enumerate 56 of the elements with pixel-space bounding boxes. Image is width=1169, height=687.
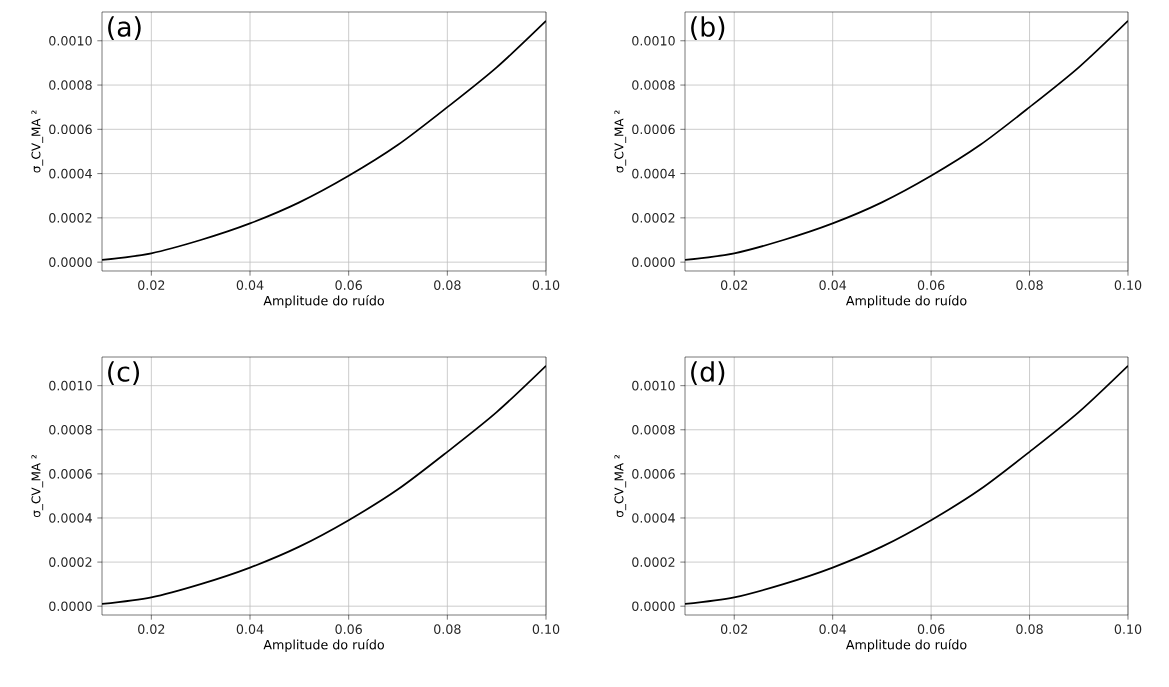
x-tick-label: 0.02	[720, 280, 748, 290]
y-tick-label: 0.0004	[632, 513, 675, 523]
y-tick-label: 0.0006	[49, 124, 92, 135]
annotation: (d)	[691, 361, 725, 385]
y-tick-label: 0.0000	[632, 601, 675, 611]
y-axis-title: σ_CV_MA ²	[31, 110, 44, 173]
x-tick-label: 0.08	[434, 280, 461, 290]
y-tick-label: 0.0008	[632, 80, 675, 90]
x-tick-label: 0.02	[138, 624, 165, 634]
annotation: (b)	[691, 16, 725, 40]
y-tick-label: 0.0010	[49, 35, 92, 46]
x-tick-label: 0.10	[532, 280, 560, 290]
y-tick-label: 0.0002	[49, 557, 92, 567]
y-tick-label: 0.0004	[632, 168, 675, 179]
x-tick-label: 0.08	[1016, 280, 1043, 290]
y-axis-title: σ_CV_MA ²	[31, 455, 44, 518]
annotation: (a)	[108, 16, 141, 40]
y-tick-label: 0.0000	[49, 257, 92, 267]
y-axis-title: σ_CV_MA ²	[614, 455, 627, 518]
x-tick-label: 0.06	[917, 280, 945, 290]
y-tick-label: 0.0002	[632, 557, 675, 567]
x-tick-label: 0.08	[434, 624, 461, 634]
x-tick-label: 0.10	[532, 624, 560, 634]
y-tick-label: 0.0006	[49, 469, 92, 479]
x-tick-label: 0.04	[236, 280, 264, 290]
y-tick-label: 0.0006	[632, 469, 675, 479]
x-axis-title: Amplitude do ruído	[845, 295, 967, 308]
y-tick-label: 0.0006	[632, 124, 675, 135]
x-tick-label: 0.04	[236, 624, 264, 634]
x-tick-label: 0.02	[138, 280, 165, 290]
y-tick-label: 0.0004	[49, 168, 92, 179]
x-tick-label: 0.04	[819, 280, 847, 290]
y-axis-title: σ_CV_MA ²	[614, 110, 627, 173]
x-tick-label: 0.06	[335, 280, 362, 290]
x-tick-label: 0.08	[1016, 624, 1043, 634]
x-axis-title: Amplitude do ruído	[263, 295, 384, 308]
y-tick-label: 0.0000	[632, 257, 675, 267]
x-tick-label: 0.06	[335, 624, 362, 634]
x-axis-title: Amplitude do ruído	[845, 639, 967, 652]
annotation: (c)	[108, 361, 140, 385]
x-tick-label: 0.10	[1114, 280, 1142, 290]
y-tick-label: 0.0000	[49, 601, 92, 611]
y-tick-label: 0.0008	[49, 80, 92, 90]
y-tick-label: 0.0008	[49, 424, 92, 435]
x-tick-label: 0.06	[917, 624, 945, 634]
y-tick-label: 0.0002	[49, 213, 92, 223]
y-tick-label: 0.0010	[632, 380, 675, 391]
x-axis-title: Amplitude do ruído	[263, 639, 384, 652]
x-tick-label: 0.02	[720, 624, 748, 634]
y-tick-label: 0.0008	[632, 424, 675, 435]
y-tick-label: 0.0010	[49, 380, 92, 391]
x-tick-label: 0.10	[1114, 624, 1142, 634]
y-tick-label: 0.0002	[632, 213, 675, 223]
x-tick-label: 0.04	[819, 624, 847, 634]
y-tick-label: 0.0004	[49, 513, 92, 523]
y-tick-label: 0.0010	[632, 35, 675, 46]
